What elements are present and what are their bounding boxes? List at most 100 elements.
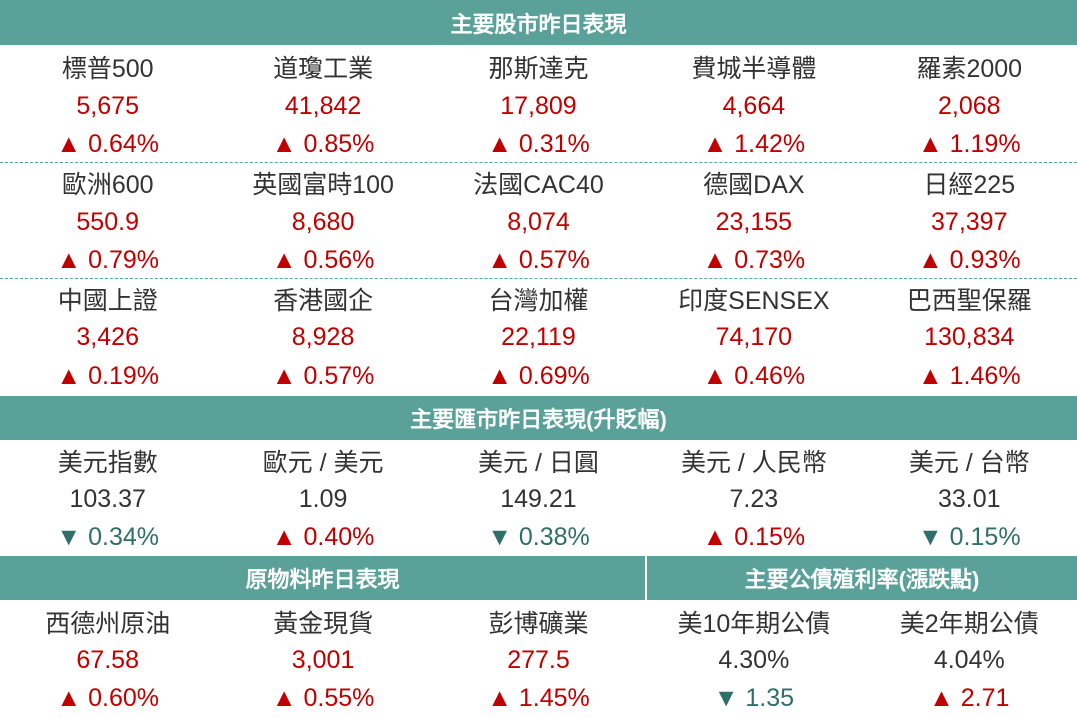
bonds-header: 主要公債殖利率(漲跌點)	[647, 556, 1077, 600]
stock-value: 23,155	[715, 207, 793, 236]
stock-value: 41,842	[284, 91, 362, 120]
bond-value: 4.30%	[718, 645, 790, 674]
stocks-change-row-2: ▲ 0.79% ▲ 0.56% ▲ 0.57% ▲ 0.73% ▲ 0.93%	[0, 241, 1077, 279]
stock-name: 道瓊工業	[273, 55, 374, 83]
stock-name: 標普500	[61, 55, 154, 83]
row-divider	[0, 162, 1077, 163]
fx-name: 歐元 / 美元	[262, 449, 384, 477]
stock-change: ▲ 0.31%	[487, 129, 590, 158]
stock-name: 英國富時100	[252, 171, 394, 199]
stock-value: 2,068	[937, 91, 1001, 120]
fx-change: ▼ 0.38%	[487, 522, 590, 551]
fx-value: 7.23	[729, 484, 779, 513]
stock-change: ▲ 0.19%	[56, 361, 159, 390]
stocks-change-row-1: ▲ 0.64% ▲ 0.85% ▲ 0.31% ▲ 1.42% ▲ 1.19%	[0, 125, 1077, 163]
commodity-change: ▲ 0.55%	[271, 683, 375, 712]
stock-value: 8,928	[291, 322, 355, 351]
commodity-change: ▲ 1.45%	[487, 683, 590, 712]
fx-name: 美元 / 日圓	[478, 449, 599, 477]
bond-name: 美10年期公債	[677, 610, 831, 638]
stock-value: 17,809	[500, 91, 577, 120]
bonds-title: 主要公債殖利率(漲跌點)	[744, 567, 980, 592]
stock-value: 5,675	[76, 91, 139, 120]
commodity-bond-change-row: ▲ 0.60% ▲ 0.55% ▲ 1.45% ▼ 1.35 ▲ 2.71	[0, 679, 1077, 717]
header-separator	[645, 556, 647, 600]
stock-change: ▲ 1.19%	[917, 129, 1021, 158]
stock-name: 費城半導體	[691, 55, 817, 83]
fx-change: ▲ 0.15%	[702, 522, 806, 551]
stock-value: 550.9	[76, 207, 139, 236]
stock-name: 羅素2000	[916, 55, 1023, 83]
fx-value: 149.21	[500, 484, 577, 513]
stock-change: ▲ 0.69%	[487, 361, 590, 390]
stock-name: 德國DAX	[703, 171, 805, 199]
stock-change: ▲ 0.57%	[487, 245, 590, 274]
stock-name: 印度SENSEX	[678, 287, 830, 315]
fx-change-row: ▼ 0.34% ▲ 0.40% ▼ 0.38% ▲ 0.15% ▼ 0.15%	[0, 518, 1077, 556]
stock-value: 130,834	[924, 322, 1015, 351]
stock-value: 8,680	[291, 207, 355, 236]
stock-value: 8,074	[507, 207, 570, 236]
stocks-title: 主要股市昨日表現	[450, 11, 627, 37]
stock-change: ▲ 1.46%	[917, 361, 1021, 390]
fx-change: ▼ 0.15%	[917, 522, 1021, 551]
stock-value: 22,119	[501, 322, 576, 351]
stocks-name-row-3: 中國上證 香港國企 台灣加權 印度SENSEX 巴西聖保羅	[0, 280, 1077, 318]
stock-change: ▲ 0.64%	[56, 129, 159, 158]
stocks-value-row-1: 5,675 41,842 17,809 4,664 2,068	[0, 87, 1077, 125]
fx-title: 主要匯市昨日表現(升貶幅)	[410, 407, 667, 432]
stock-change: ▲ 0.79%	[56, 245, 159, 274]
fx-name-row: 美元指數 歐元 / 美元 美元 / 日圓 美元 / 人民幣 美元 / 台幣	[0, 442, 1077, 480]
stocks-value-row-2: 550.9 8,680 8,074 23,155 37,397	[0, 203, 1077, 241]
stock-change: ▲ 0.73%	[702, 245, 806, 274]
stock-value: 3,426	[76, 322, 139, 351]
stock-value: 37,397	[931, 207, 1008, 236]
bond-value: 4.04%	[933, 645, 1005, 674]
bond-change: ▼ 1.35	[713, 683, 795, 712]
commodity-bond-name-row: 西德州原油 黃金現貨 彭博礦業 美10年期公債 美2年期公債	[0, 603, 1077, 641]
stock-value: 4,664	[722, 91, 786, 120]
stock-change: ▲ 0.93%	[917, 245, 1021, 274]
stock-change: ▲ 0.57%	[271, 361, 375, 390]
fx-header: 主要匯市昨日表現(升貶幅)	[0, 396, 1077, 440]
fx-value: 33.01	[937, 484, 1001, 513]
stock-name: 法國CAC40	[473, 171, 604, 199]
stock-name: 台灣加權	[488, 287, 589, 315]
fx-value-row: 103.37 1.09 149.21 7.23 33.01	[0, 480, 1077, 518]
commodity-value: 277.5	[507, 645, 570, 674]
commodity-value: 67.58	[76, 645, 139, 674]
stocks-name-row-1: 標普500 道瓊工業 那斯達克 費城半導體 羅素2000	[0, 48, 1077, 86]
commodities-title: 原物料昨日表現	[245, 567, 400, 592]
stock-name: 日經225	[923, 171, 1016, 199]
stock-change: ▲ 1.42%	[702, 129, 806, 158]
stocks-header: 主要股市昨日表現	[0, 0, 1077, 45]
commodity-name: 黃金現貨	[273, 610, 374, 638]
fx-change: ▲ 0.40%	[271, 522, 375, 551]
commodity-change: ▲ 0.60%	[56, 683, 159, 712]
fx-value: 103.37	[69, 484, 146, 513]
stocks-change-row-3: ▲ 0.19% ▲ 0.57% ▲ 0.69% ▲ 0.46% ▲ 1.46%	[0, 357, 1077, 395]
fx-name: 美元指數	[57, 449, 158, 477]
stock-value: 74,170	[715, 322, 793, 351]
stock-name: 中國上證	[57, 287, 158, 315]
commodity-name: 彭博礦業	[488, 610, 589, 638]
bond-change: ▲ 2.71	[929, 683, 1010, 712]
stock-change: ▲ 0.85%	[271, 129, 375, 158]
commodity-value: 3,001	[291, 645, 355, 674]
fx-name: 美元 / 人民幣	[680, 449, 827, 477]
row-divider	[0, 278, 1077, 279]
stocks-value-row-3: 3,426 8,928 22,119 74,170 130,834	[0, 318, 1077, 356]
commodity-bond-value-row: 67.58 3,001 277.5 4.30% 4.04%	[0, 641, 1077, 679]
commodities-header: 原物料昨日表現	[0, 556, 645, 600]
stock-change: ▲ 0.56%	[271, 245, 375, 274]
stock-name: 香港國企	[273, 287, 374, 315]
commodity-name: 西德州原油	[45, 610, 171, 638]
fx-value: 1.09	[298, 484, 348, 513]
fx-change: ▼ 0.34%	[56, 522, 159, 551]
stocks-name-row-2: 歐洲600 英國富時100 法國CAC40 德國DAX 日經225	[0, 164, 1077, 202]
stock-name: 歐洲600	[61, 171, 154, 199]
stock-name: 巴西聖保羅	[906, 287, 1032, 315]
stock-change: ▲ 0.46%	[702, 361, 806, 390]
stock-name: 那斯達克	[488, 55, 589, 83]
